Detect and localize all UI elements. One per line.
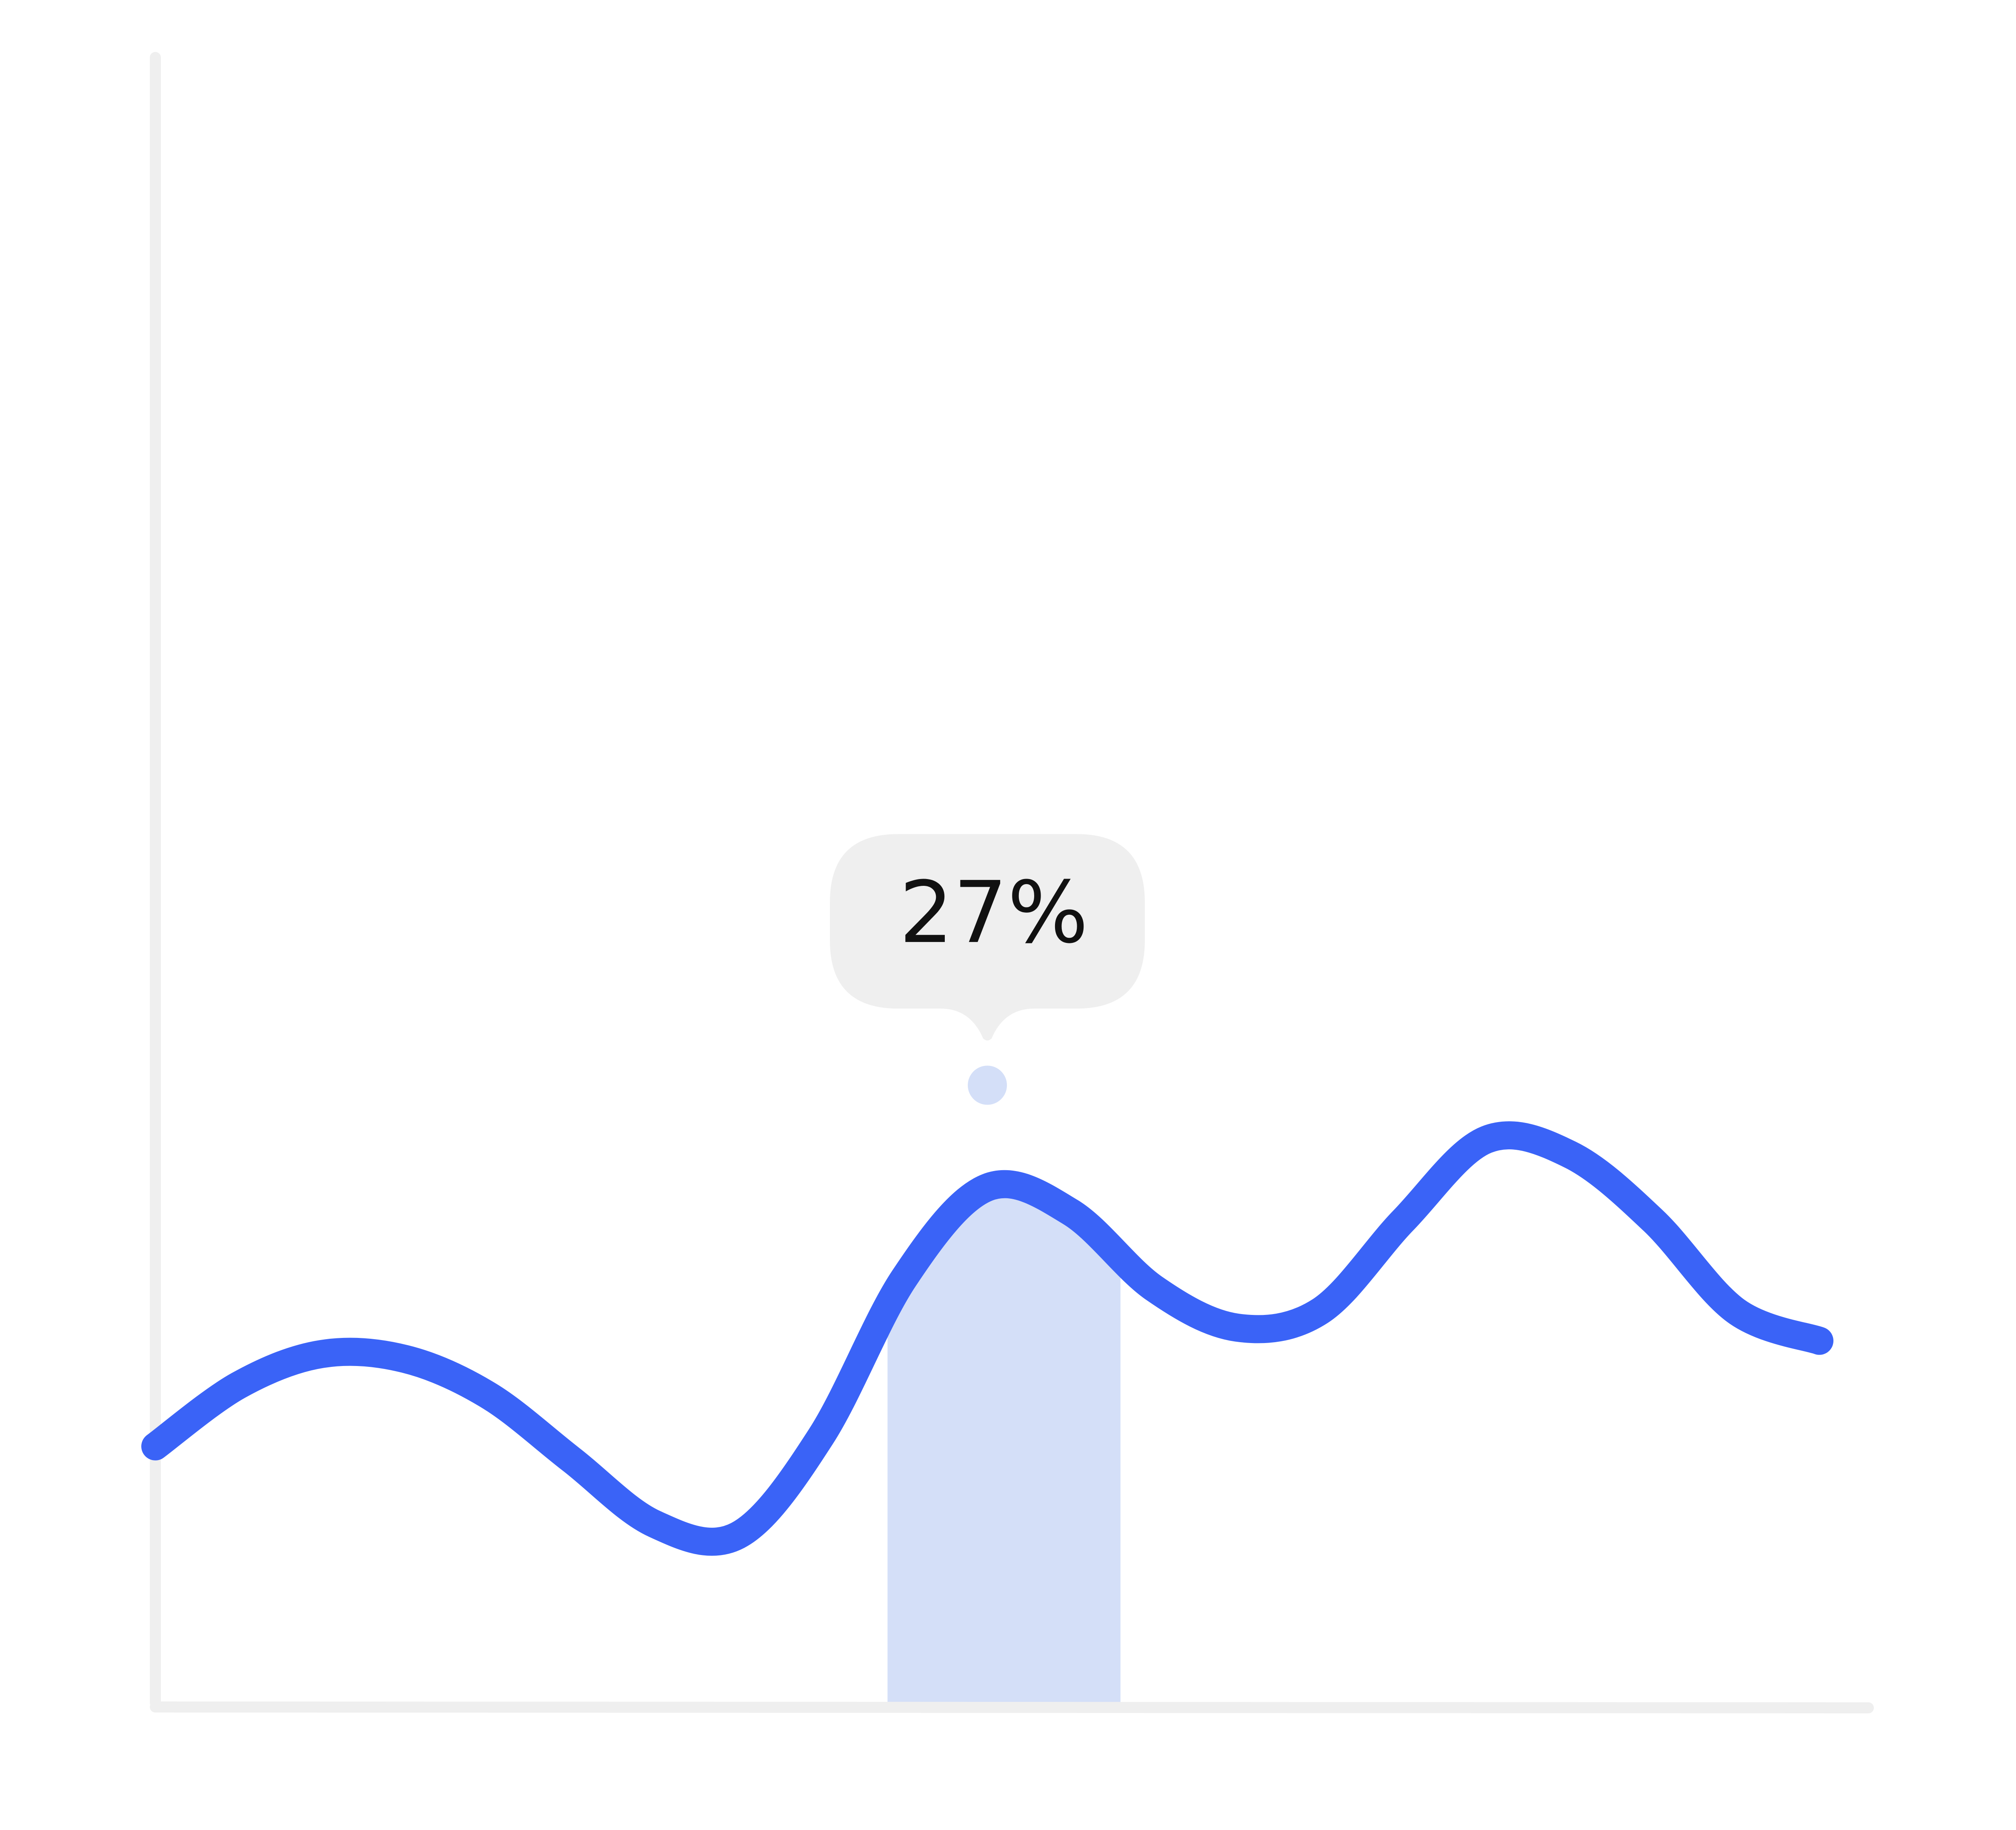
tooltip: 27% <box>830 834 1145 1105</box>
axes <box>150 52 1874 1713</box>
highlight-band <box>887 1135 1121 1707</box>
highlight-band-layer <box>887 1135 1121 1707</box>
tooltip-bubble <box>830 834 1145 1041</box>
series-line <box>141 1121 1833 1556</box>
highlight-marker-dot <box>968 1065 1007 1105</box>
x-axis-line <box>150 1701 1874 1713</box>
series-layer <box>141 1121 1833 1556</box>
tooltip-value-label: 27% <box>899 863 1089 962</box>
